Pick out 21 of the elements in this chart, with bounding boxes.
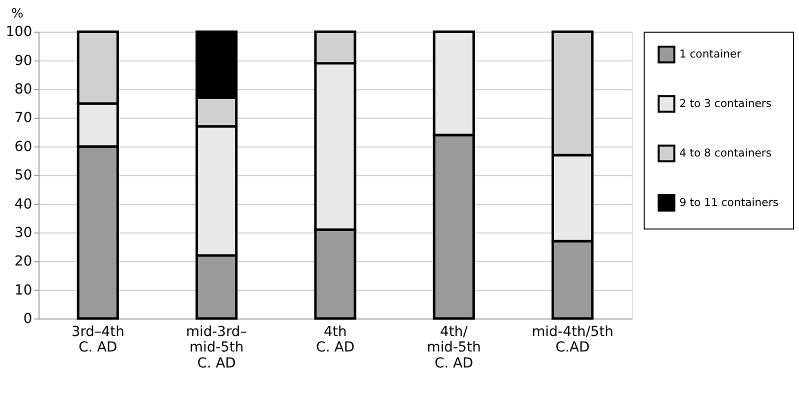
y-tick-label: 0 [23,310,32,327]
y-tick-label: 80 [14,82,32,98]
legend-label: 1 container [679,47,742,60]
y-axis-title: % [11,6,24,22]
x-tick-label: mid-4th/5th C.AD [532,324,614,356]
x-tick-label: 4th/ mid-5th C. AD [426,324,481,372]
y-tick-label: 20 [14,254,32,270]
legend-label: 9 to 11 containers [679,196,779,209]
x-tick-label: 3rd–4th C. AD [71,324,124,356]
y-tick-label: 10 [14,282,32,298]
y-tick-label: 40 [14,196,32,212]
y-tick-label: 50 [14,168,32,184]
y-tick-label: 100 [6,24,32,40]
y-tick-label: 30 [14,224,32,241]
x-tick-label: mid-3rd– mid-5th C. AD [186,324,248,372]
legend-label: 2 to 3 containers [679,96,772,110]
legend-label: 4 to 8 containers [679,146,772,160]
y-tick-label: 70 [14,110,32,126]
y-tick-label: 60 [14,138,32,155]
x-tick-label: 4th C. AD [316,324,355,356]
y-tick-label: 90 [14,52,32,69]
